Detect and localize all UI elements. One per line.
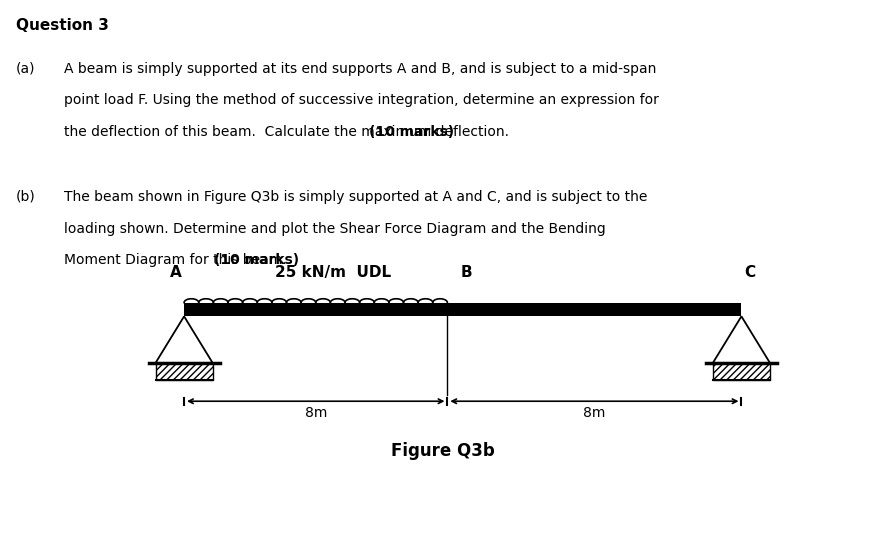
- Text: (b): (b): [16, 190, 35, 204]
- Text: (a): (a): [16, 62, 35, 76]
- Text: B: B: [461, 265, 472, 280]
- Text: A: A: [169, 265, 181, 280]
- Text: point load F. Using the method of successive integration, determine an expressio: point load F. Using the method of succes…: [64, 93, 658, 107]
- Text: the deflection of this beam.  Calculate the maximum deflection.  (10 marks): the deflection of this beam. Calculate t…: [64, 125, 594, 139]
- Text: 25 kN/m  UDL: 25 kN/m UDL: [276, 265, 392, 280]
- Text: Figure Q3b: Figure Q3b: [391, 443, 495, 460]
- Text: Question 3: Question 3: [16, 18, 108, 33]
- Text: the deflection of this beam.  Calculate the maximum deflection.: the deflection of this beam. Calculate t…: [64, 125, 517, 139]
- Text: (10 marks): (10 marks): [214, 254, 299, 267]
- Text: C: C: [744, 265, 756, 280]
- Text: (10 marks): (10 marks): [369, 125, 455, 139]
- Bar: [156, 363, 213, 380]
- Text: Moment Diagram for this beam.: Moment Diagram for this beam.: [64, 254, 299, 267]
- Text: A beam is simply supported at its end supports A and B, and is subject to a mid-: A beam is simply supported at its end su…: [64, 62, 657, 76]
- Text: 8m: 8m: [583, 406, 606, 420]
- Text: The beam shown in Figure Q3b is simply supported at A and C, and is subject to t: The beam shown in Figure Q3b is simply s…: [64, 190, 647, 204]
- Bar: [713, 363, 770, 380]
- Text: 8m: 8m: [305, 406, 327, 420]
- Text: loading shown. Determine and plot the Shear Force Diagram and the Bending: loading shown. Determine and plot the Sh…: [64, 222, 606, 236]
- Bar: [184, 302, 742, 316]
